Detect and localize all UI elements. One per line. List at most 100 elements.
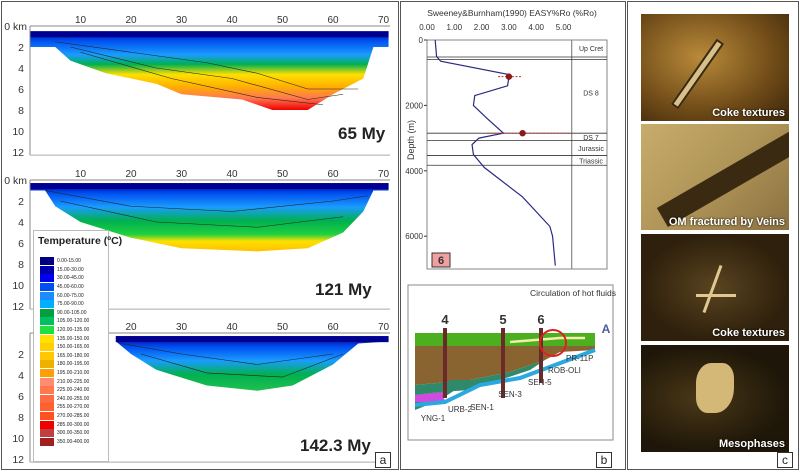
legend-entry: 350.00-400.00 [40,437,108,446]
temperature-field [30,183,389,252]
photo-om-fractured: OM fractured by Veins [641,124,789,230]
depth-tick-label: 0 km [4,175,27,187]
depth-tick-label: 4 [18,217,24,229]
legend-entry: 285.00-300.00 [40,420,108,429]
x-tick-label: 10 [75,15,87,26]
panel-b [400,1,626,470]
legend-swatch [40,334,54,343]
legend-entry: 210.00-225.00 [40,377,108,386]
depth-tick-label: 12 [12,454,24,466]
legend-swatch [40,420,54,429]
horizon-line [80,51,323,106]
x-tick-label: 40 [226,322,238,333]
well-number: 6 [537,312,544,327]
legend-swatch [40,265,54,274]
well-marker [501,328,505,398]
legend-swatch [40,411,54,420]
temperature-field [115,336,389,391]
legend-swatch [40,283,54,292]
legend-entry: 90.00-105.00 [40,308,108,318]
legend-entry-label: 285.00-300.00 [57,421,90,428]
x-tick-label: 40 [226,169,238,180]
legend-entry-label: 270.00-285.00 [57,412,90,419]
depth-tick-label: 2 [18,42,24,54]
photo-coke-textures-2: Coke textures [641,234,789,341]
panel-c-label: c [777,452,793,468]
legend-entry-label: 30.00-45.00 [57,275,84,282]
x-tick-label: 60 [327,169,339,180]
depth-tick-label: 8 [18,412,24,424]
legend-swatch [40,369,54,378]
sample-label: SEN-3 [498,390,522,399]
age-label-142: 142.3 My [300,436,371,455]
horizon-line [60,200,344,228]
measured-ro-point [505,73,513,80]
depth-tick-label: 2 [18,349,24,361]
annotation-label: Circulation of hot fluids [530,288,616,298]
depth-tick-label: 2000 [405,101,423,110]
x-tick-label: 30 [176,322,188,333]
legend-entry-label: 195.00-210.00 [57,370,90,377]
legend-entry-label: 90.00-105.00 [57,309,87,316]
depth-tick-label: 6 [18,391,24,403]
legend-entry-label: 350.00-400.00 [57,438,90,445]
legend-entry-label: 135.00-150.00 [57,335,90,342]
legend-title: Temperature (ºC) [38,235,123,247]
x-tick-label: 50 [277,169,289,180]
depth-tick-label: 12 [12,147,24,159]
x-tick-label: 20 [125,169,137,180]
legend-entry: 105.00-120.00 [40,317,108,326]
depth-tick-label: 10 [12,433,24,445]
formation-label: Up Cret [579,46,603,53]
y-axis-label: Depth (m) [406,120,416,160]
legend-entry-label: 300.00-350.00 [57,430,90,437]
depth-tick-label: 8 [18,105,24,117]
legend-swatch [40,274,54,283]
legend-swatch [40,394,54,403]
legend-swatch [40,351,54,360]
legend-swatch [40,377,54,386]
panel-c [627,1,799,470]
legend-swatch [40,300,54,309]
well-number: 5 [499,312,506,327]
legend-swatch [40,360,54,369]
legend-swatch [40,437,54,446]
depth-tick-label: 10 [12,280,24,292]
panel-a-label: a [375,452,391,468]
depth-tick-label: 12 [12,301,24,313]
x-tick-label: 60 [327,15,339,26]
legend-entry: 195.00-210.00 [40,369,108,378]
ro-tick-label: 0.00 [419,23,435,32]
ro-tick-label: 1.00 [447,23,463,32]
legend-entry-label: 150.00-165.00 [57,344,90,351]
x-tick-label: 40 [226,15,238,26]
legend-swatch [40,317,54,326]
legend-entry: 45.00-60.00 [40,283,108,292]
legend-swatch [40,308,54,317]
age-label-121: 121 My [315,280,372,299]
ro-tick-label: 3.00 [501,23,517,32]
well-number: 4 [441,312,449,327]
sample-label: URB-2 [448,405,473,414]
legend-entry-label: 0.00-15.00 [57,258,81,265]
legend-entry: 60.00-75.00 [40,291,108,300]
legend-entry: 75.00-90.00 [40,300,108,309]
depth-tick-label: 4000 [405,167,423,176]
legend-swatch [40,386,54,395]
formation-label: Jurassic [578,146,604,153]
legend-entry: 150.00-165.00 [40,343,108,352]
legend-entry: 270.00-285.00 [40,411,108,421]
legend-entry-label: 75.00-90.00 [57,301,84,308]
panel-a [1,1,399,470]
photo-caption: Coke textures [712,107,785,119]
horizon-line [120,343,334,365]
photo-caption: OM fractured by Veins [668,216,785,228]
legend-entry: 15.00-30.00 [40,265,108,275]
surface-layer [115,336,389,343]
legend-entry-label: 210.00-225.00 [57,378,90,385]
well-badge-label: 6 [438,255,444,267]
horizon-line [55,41,359,90]
legend-entry-label: 60.00-75.00 [57,292,84,299]
photo-caption: Mesophases [718,438,785,450]
surface-layer [30,31,389,38]
